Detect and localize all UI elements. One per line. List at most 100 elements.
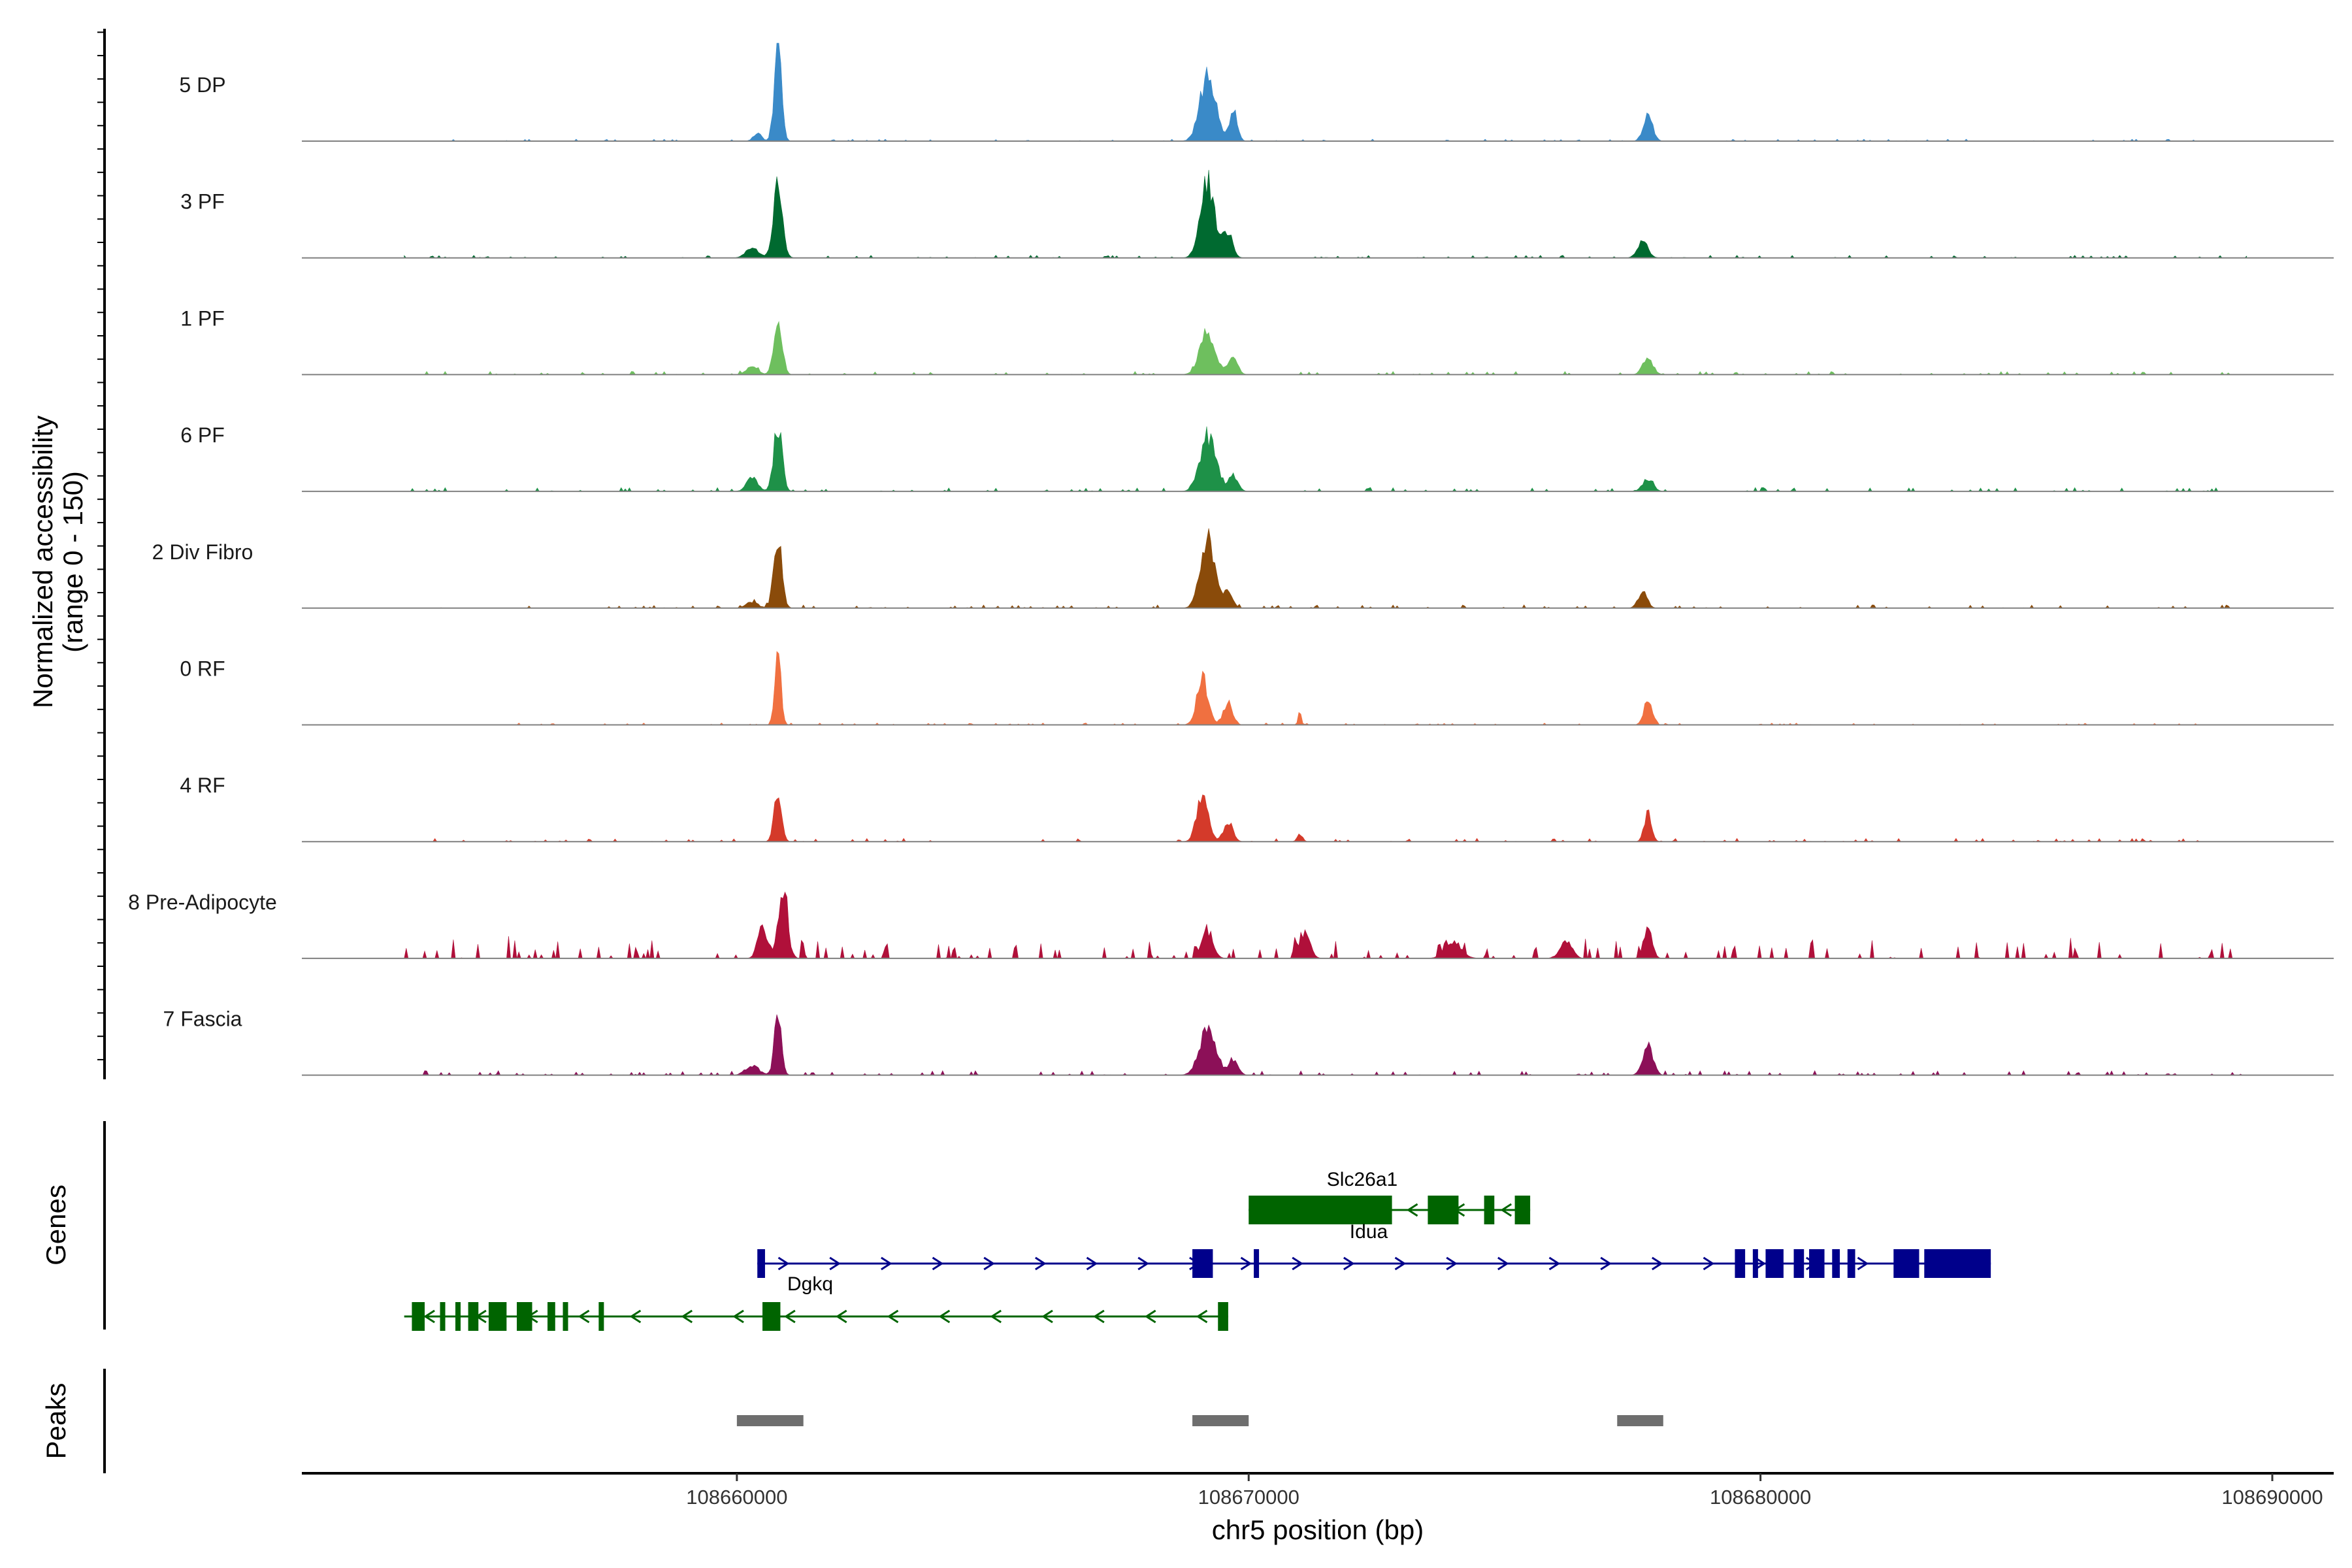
exon [517,1302,532,1331]
strand-arrow [777,1256,790,1271]
strand-arrow [1240,1256,1252,1271]
track-label: 8 Pre-Adipocyte [128,890,277,914]
exon [412,1302,425,1331]
exon [1832,1249,1840,1278]
track-label: 5 DP [179,73,225,97]
strand-arrow [1497,1256,1509,1271]
strand-arrow [1041,1309,1053,1324]
called-peak [1617,1415,1663,1426]
x-tick-label: 108660000 [686,1486,787,1509]
track-label: 1 PF [180,306,225,330]
exon [455,1302,461,1331]
exon [563,1302,568,1331]
exon [1514,1196,1531,1224]
exon [1847,1249,1855,1278]
strand-arrow [829,1256,841,1271]
x-axis-ticks: 108660000 108670000 108680000 108690000 [686,1473,2323,1509]
exon [598,1302,604,1331]
strand-arrow [732,1309,744,1324]
strand-arrow [1394,1256,1407,1271]
strand-arrow [784,1309,796,1324]
exon [1809,1249,1825,1278]
strand-arrow [1343,1256,1355,1271]
strand-arrow [1406,1203,1418,1217]
track-9: 7 Fascia [163,1007,2334,1076]
strand-arrow [578,1309,590,1324]
called-peaks-panel [736,1415,1663,1426]
strand-arrow [983,1256,995,1271]
strand-arrow [887,1309,899,1324]
gene-slc26a1: Slc26a1 [1249,1169,1531,1224]
track-6: 0 RF [180,651,2334,726]
strand-arrow [1144,1309,1156,1324]
strand-arrow [1600,1256,1612,1271]
coverage-area [404,794,2247,842]
y-axis-subtitle: (range 0 - 150) [57,471,88,653]
strand-arrow [932,1256,944,1271]
exon [1218,1302,1228,1331]
strand-arrow [881,1256,892,1271]
strand-arrow [1292,1256,1303,1271]
called-peak [1192,1415,1249,1426]
exon [1793,1249,1805,1278]
strand-arrow [938,1309,951,1324]
track-label: 2 Div Fibro [152,540,253,564]
exon [1254,1249,1260,1278]
gene-idua: Idua [757,1221,1991,1278]
track-4: 6 PF [180,423,2334,493]
exon [762,1302,781,1331]
track-label: 7 Fascia [163,1007,242,1031]
gene-dgkq: Dgkq [404,1273,1228,1331]
coverage-area [404,891,2247,960]
exon [1484,1196,1495,1224]
strand-arrow [1446,1256,1458,1271]
strand-arrow [1086,1256,1098,1271]
exon [757,1249,765,1278]
strand-arrow [681,1309,693,1324]
coverage-area [404,170,2247,259]
strand-arrow [1196,1309,1208,1324]
track-5: 2 Div Fibro [152,528,2334,609]
strand-arrow [1500,1203,1512,1217]
y-axis-title: Normalized accessibility [27,416,58,708]
exon [1765,1249,1784,1278]
peaks-panel-label: Peaks [41,1383,71,1460]
track-1: 5 DP [179,42,2334,142]
exon [488,1302,507,1331]
strand-arrow [990,1309,1002,1324]
coverage-area [404,426,2247,492]
strand-arrow [1093,1309,1105,1324]
called-peak [736,1415,804,1426]
track-3: 1 PF [180,306,2334,376]
genes-panel-label: Genes [41,1184,71,1266]
strand-arrow [629,1309,642,1324]
exon [547,1302,555,1331]
strand-arrow [1652,1256,1663,1271]
exon [1752,1249,1758,1278]
track-label: 0 RF [180,657,225,681]
x-axis-title: chr5 position (bp) [1212,1514,1424,1545]
coverage-area [404,651,2247,725]
track-7: 4 RF [180,774,2334,843]
gene-name: Slc26a1 [1327,1169,1397,1190]
gene-name: Dgkq [787,1273,833,1295]
coverage-area [404,321,2247,375]
x-tick-label: 108680000 [1710,1486,1811,1509]
exon [1893,1249,1919,1278]
coverage-area [404,528,2247,609]
strand-arrow [1548,1256,1561,1271]
coverage-tracks: 5 DP 3 PF 1 PF 6 PF 2 Div Fibro 0 RF 4 RF 8 Pre… [128,42,2334,1076]
gene-name: Idua [1350,1221,1388,1243]
strand-arrow [1703,1256,1715,1271]
strand-arrow [1857,1256,1869,1271]
track-label: 6 PF [180,423,225,447]
tracks-y-ticks [97,31,105,1060]
coverage-area [404,42,2247,142]
x-tick-label: 108670000 [1198,1486,1299,1509]
exon [440,1302,446,1331]
strand-arrow [1137,1256,1149,1271]
strand-arrow [835,1309,847,1324]
strand-arrow [423,1309,435,1324]
track-label: 3 PF [180,190,225,214]
